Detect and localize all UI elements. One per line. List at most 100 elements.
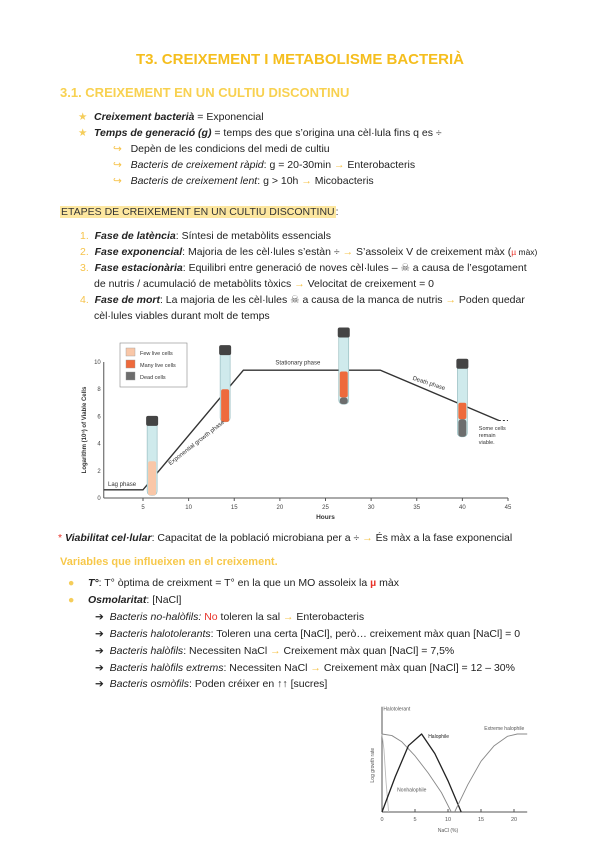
x-axis-label: Hours: [316, 514, 335, 521]
arrow-icon: →: [310, 662, 321, 674]
tube-few-live-cells: [148, 461, 157, 496]
label-halophile: Halophile: [428, 734, 449, 740]
annotation-stationary-phase: Stationary phase: [275, 361, 321, 367]
arrow-icon: →: [270, 645, 281, 657]
curve-extreme-halophile: [454, 733, 528, 813]
x-tick-label: 25: [322, 505, 329, 511]
tube-cap: [219, 345, 232, 356]
arrow-icon: →: [294, 278, 305, 290]
list-item: ➔ Bacteris halòfils extrems: Necessiten …: [95, 662, 515, 674]
x-tick-label: 40: [459, 505, 466, 511]
arrow-icon: ➔: [95, 662, 104, 674]
tube-dead-cells: [458, 419, 467, 437]
curve-nonhalophile: [381, 733, 390, 813]
x-tick-label: 5: [141, 505, 145, 511]
arrow-icon: ↪: [113, 175, 122, 187]
x-tick-label: 30: [368, 505, 375, 511]
arrow-icon: ➔: [95, 628, 104, 640]
x-tick-label: 45: [505, 505, 512, 511]
page-title: T3. CREIXEMENT I METABOLISME BACTERIÀ: [135, 51, 465, 68]
list-item: 1. Fase de latència: Síntesi de metabòli…: [80, 230, 331, 242]
y-tick-label: 0: [97, 496, 101, 502]
legend-label: Dead cells: [140, 375, 166, 381]
viability-note: * Viabilitat cel·lular: Capacitat de la …: [58, 532, 513, 544]
x-tick-label: 20: [511, 817, 517, 823]
arrow-icon: ➔: [95, 645, 104, 657]
tube-cap: [337, 327, 350, 338]
label-extreme-halophile: Extreme halophile: [484, 726, 524, 732]
arrow-icon: ➔: [95, 678, 104, 690]
curve-halotolerant: [381, 733, 452, 813]
label-halotolerant: Halotolerant: [383, 707, 411, 713]
arrow-icon: ➔: [95, 611, 104, 623]
curve-halophile: [381, 733, 462, 813]
skull-icon: ☠: [400, 262, 410, 274]
y-tick-label: 6: [97, 414, 101, 420]
arrow-icon: →: [333, 159, 345, 171]
tube-dead-cells: [339, 397, 348, 405]
list-item: ➔ Bacteris no-halòfils: No toleren la sa…: [95, 611, 365, 623]
x-tick-label: 20: [277, 505, 284, 511]
list-item: ↪ Bacteris de creixement ràpid: g = 20-3…: [113, 159, 416, 171]
list-item: ↪ Bacteris de creixement lent: g > 10h →…: [113, 175, 374, 187]
bullet-icon: ●: [68, 577, 75, 589]
legend-swatch: [125, 371, 136, 381]
growth-curve-figure: 5 10 15 20 25 30 35 40 45 0 2 4 6 8 10 Hours Logarithm (…: [81, 327, 512, 521]
tube-cap: [146, 415, 159, 426]
list-item: ★ Temps de generació (g) = temps des que …: [78, 127, 442, 139]
annotation-viable: remain: [479, 433, 496, 439]
arrow-icon: →: [283, 611, 294, 623]
annotation-exponential-phase: Exponential growth phase: [168, 419, 227, 467]
y-axis-label: Logarithm (10ⁿ) of Viable Cells: [81, 386, 88, 473]
tube-many-live-cells: [458, 402, 467, 420]
y-tick-label: 4: [97, 442, 101, 448]
arrow-icon: →: [362, 532, 373, 544]
y-tick-label: 2: [97, 469, 101, 475]
legend-swatch: [125, 359, 136, 369]
label-nonhalophile: Nonhalophile: [397, 788, 426, 794]
annotation-viable: viable.: [479, 440, 495, 446]
annotation-viable: Some cells: [479, 426, 506, 432]
legend-label: Few live cells: [140, 351, 173, 357]
tube-many-live-cells: [221, 389, 230, 422]
tube-many-live-cells: [339, 371, 348, 398]
x-tick-label: 15: [478, 817, 484, 823]
list-item: ★ Creixement bacterià = Exponencial: [78, 111, 264, 123]
x-tick-label: 5: [413, 817, 416, 823]
section-heading: 3.1. CREIXEMENT EN UN CULTIU DISCONTINU: [60, 85, 350, 100]
arrow-icon: →: [342, 246, 354, 258]
legend-swatch: [125, 347, 136, 357]
list-item: 3. Fase estacionària: Equilibri entre ge…: [80, 262, 527, 274]
x-tick-label: 10: [445, 817, 451, 823]
skull-icon: ☠: [290, 294, 300, 306]
arrow-icon: ↪: [113, 159, 122, 171]
tube-cap: [456, 358, 469, 369]
x-tick-label: 10: [185, 505, 192, 511]
y-tick-label: 10: [94, 360, 101, 366]
list-item: 2. Fase exponencial: Majoria de les cèl·…: [80, 246, 538, 258]
legend-label: Many live cells: [140, 363, 176, 369]
x-tick-label: 0: [380, 817, 383, 823]
growth-line: [103, 369, 500, 491]
list-item: 4. Fase de mort: La majoria de les cèl·l…: [80, 294, 525, 306]
y-tick-label: 8: [97, 387, 101, 393]
list-item: ↪ Depèn de les condicions del medi de cu…: [113, 143, 330, 155]
arrow-icon: →: [445, 294, 456, 306]
annotation-lag-phase: Lag phase: [108, 482, 137, 488]
list-item: ● T°: T° òptima de creixment = T° en la q…: [68, 577, 399, 589]
list-item: ➔ Bacteris halòfils: Necessiten NaCl → C…: [95, 645, 455, 657]
list-item: ● Osmolaritat: [NaCl]: [68, 594, 182, 606]
y-axis-label: Log growth rate: [370, 748, 376, 783]
stages-heading: ETAPES DE CREIXEMENT EN UN CULTIU DISCON…: [60, 206, 339, 218]
star-icon: ★: [78, 127, 88, 139]
bullet-icon: ●: [68, 594, 75, 606]
list-item: ➔ Bacteris halotolerants: Toleren una ce…: [95, 628, 521, 640]
x-tick-label: 15: [231, 505, 238, 511]
x-tick-label: 35: [413, 505, 420, 511]
arrow-icon: ↪: [113, 143, 122, 155]
variables-heading: Variables que influeixen en el creixemen…: [60, 556, 278, 568]
x-axis-label: NaCl (%): [438, 828, 459, 834]
arrow-icon: →: [301, 175, 312, 187]
star-icon: ★: [78, 111, 88, 123]
